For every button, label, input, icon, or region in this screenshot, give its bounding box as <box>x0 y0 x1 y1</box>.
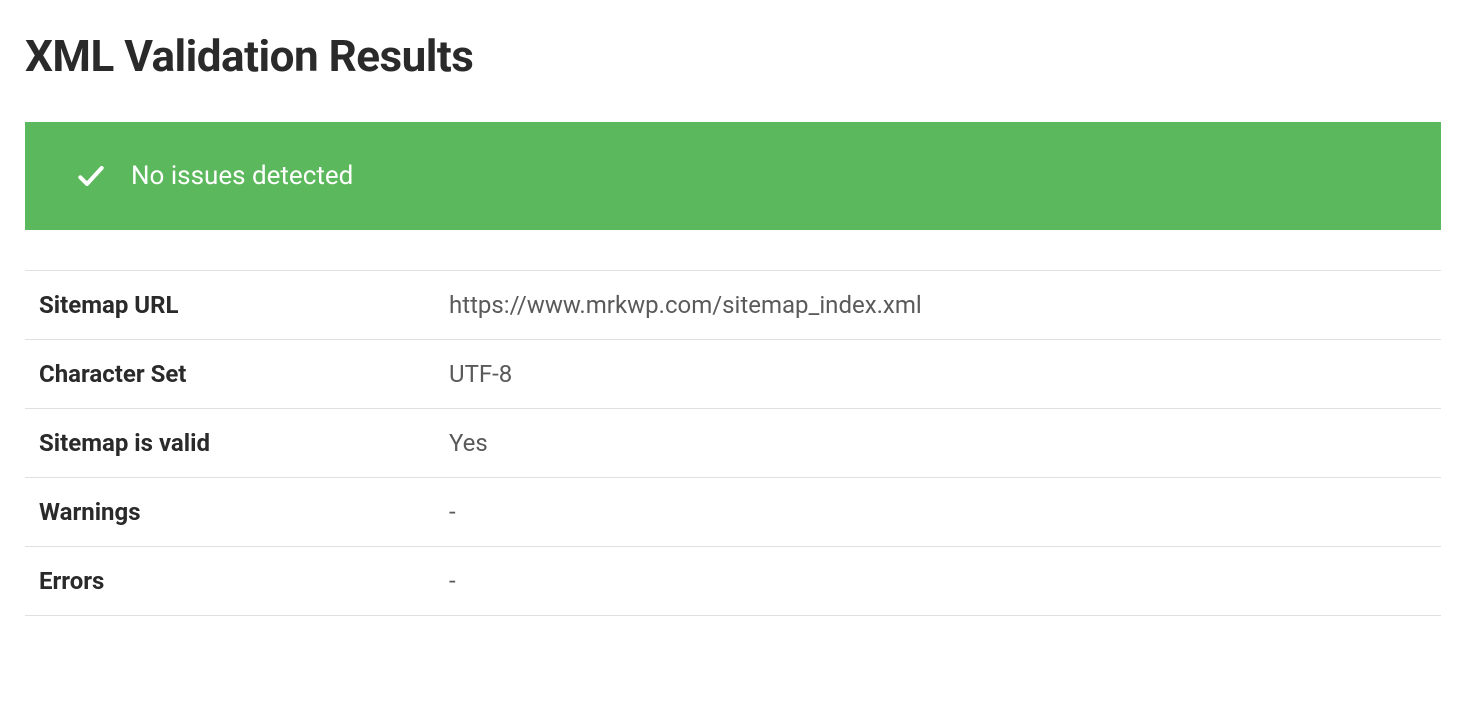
row-label: Errors <box>25 547 435 616</box>
row-value: UTF-8 <box>435 340 1441 409</box>
row-label: Warnings <box>25 478 435 547</box>
row-label: Sitemap is valid <box>25 409 435 478</box>
table-row: Warnings - <box>25 478 1441 547</box>
row-value: https://www.mrkwp.com/sitemap_index.xml <box>435 271 1441 340</box>
check-icon <box>75 160 107 192</box>
table-row: Errors - <box>25 547 1441 616</box>
status-message: No issues detected <box>131 161 353 191</box>
results-table: Sitemap URL https://www.mrkwp.com/sitema… <box>25 270 1441 616</box>
row-value: - <box>435 547 1441 616</box>
row-label: Character Set <box>25 340 435 409</box>
table-row: Character Set UTF-8 <box>25 340 1441 409</box>
table-row: Sitemap is valid Yes <box>25 409 1441 478</box>
status-banner: No issues detected <box>25 122 1441 230</box>
page-title: XML Validation Results <box>25 30 1441 82</box>
row-label: Sitemap URL <box>25 271 435 340</box>
row-value: Yes <box>435 409 1441 478</box>
row-value: - <box>435 478 1441 547</box>
table-row: Sitemap URL https://www.mrkwp.com/sitema… <box>25 271 1441 340</box>
